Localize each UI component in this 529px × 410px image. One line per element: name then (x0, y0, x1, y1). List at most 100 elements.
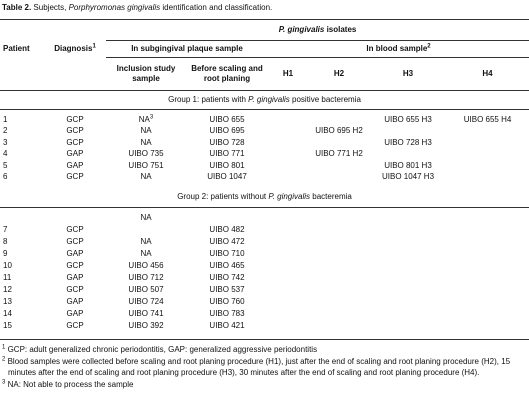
cell (446, 160, 529, 172)
header-species: P. gingivalis (278, 24, 325, 34)
cell: GCP (66, 285, 84, 294)
cell (446, 260, 529, 272)
cell (308, 160, 370, 172)
cell: UIBO 465 (209, 261, 245, 270)
caption-text: Group 1: patients with (168, 94, 249, 104)
cell: UIBO 712 (128, 273, 164, 282)
header-isolates-text: isolates (324, 24, 357, 34)
cell: UIBO 710 (209, 249, 245, 258)
footnote-mark: 2 (427, 42, 431, 49)
cell (268, 272, 308, 284)
cell (446, 272, 529, 284)
cell (268, 308, 308, 320)
data-row: 6 GCP NA UIBO 1047 UIBO 1047 H3 (0, 172, 529, 184)
data-row: 13 GAP UIBO 724 UIBO 760 (0, 296, 529, 308)
cell (370, 248, 446, 260)
data-row: 14 GAP UIBO 741 UIBO 783 (0, 308, 529, 320)
cell: UIBO 507 (128, 285, 164, 294)
caption-rest: positive bacteremia (289, 94, 361, 104)
title-rest: identification and classification. (160, 3, 273, 12)
cell: UIBO 771 (209, 149, 245, 159)
group-caption: Group 1: patients with P. gingivalis pos… (0, 90, 529, 110)
footnote-text: NA: Not able to process the sample (7, 379, 134, 389)
title-label: Table 2. (2, 3, 32, 12)
footnote-mark: 3 (2, 378, 6, 385)
footnotes: 1 GCP: adult generalized chronic periodo… (0, 339, 529, 390)
cell (308, 212, 370, 224)
cell (370, 224, 446, 236)
cell: GAP (66, 309, 84, 318)
cell: UIBO 482 (209, 225, 245, 234)
table-title: Table 2. Subjects, Porphyromonas gingiva… (0, 0, 529, 20)
cell (268, 172, 308, 184)
cell: UIBO 695 (209, 126, 245, 136)
cell (268, 296, 308, 308)
cell: 7 (3, 225, 8, 234)
caption-text: Group 2: patients without (177, 192, 269, 202)
cell: 8 (3, 237, 8, 246)
data-row: 9 GAP NA UIBO 710 (0, 248, 529, 260)
cell: GCP (66, 114, 84, 124)
cell: UIBO 472 (209, 237, 245, 246)
cell (370, 260, 446, 272)
table-body: Group 1: patients with P. gingivalis pos… (0, 90, 529, 337)
caption-species: P. gingivalis (248, 94, 290, 104)
group-row: Group 2: patients without P. gingivalis … (0, 188, 529, 208)
footnote-mark: 3 (149, 114, 154, 121)
cell (0, 212, 44, 224)
cell: UIBO 742 (209, 273, 245, 282)
cell (268, 320, 308, 332)
cell: 3 (3, 137, 8, 147)
header-h4: H4 (446, 57, 529, 91)
footnote-mark: 1 (92, 42, 96, 49)
cell (308, 320, 370, 332)
cell: UIBO 537 (209, 285, 245, 294)
cell: UIBO 1047 H3 (381, 172, 435, 182)
data-row: 4 GAP UIBO 735 UIBO 771 UIBO 771 H2 (0, 149, 529, 161)
header-patient: Patient (3, 43, 30, 53)
cell: 4 (3, 149, 8, 159)
cell (446, 137, 529, 149)
cell (44, 212, 106, 224)
cell (446, 284, 529, 296)
cell (370, 126, 446, 138)
cell (106, 224, 186, 236)
cell (268, 284, 308, 296)
cell: NA (140, 213, 152, 222)
header-text: Diagnosis (54, 43, 93, 53)
cell: 10 (3, 261, 12, 270)
footnote-text: Blood samples were collected before scal… (7, 356, 511, 378)
footnote-text: GCP: adult generalized chronic periodont… (7, 345, 318, 354)
cell: NA (140, 237, 152, 246)
cell: UIBO 695 H2 (315, 126, 363, 136)
cell (308, 296, 370, 308)
header-h2: H2 (308, 57, 370, 91)
header-plaque: In subgingival plaque sample (106, 40, 268, 58)
header-diagnosis: Diagnosis1 (44, 40, 106, 57)
cell: UIBO 801 (209, 160, 245, 170)
cell: GCP (66, 172, 84, 182)
cell: 14 (3, 309, 12, 318)
cell: UIBO 421 (209, 321, 245, 330)
cell: UIBO 735 (128, 149, 164, 159)
data-row: 7 GCP UIBO 482 (0, 224, 529, 236)
footnote-mark: 2 (2, 355, 6, 362)
cell (370, 212, 446, 224)
cell (268, 224, 308, 236)
cell (446, 236, 529, 248)
cell (268, 126, 308, 138)
cell (446, 149, 529, 161)
cell (370, 284, 446, 296)
cell: GCP (66, 126, 84, 136)
cell (268, 236, 308, 248)
cell (268, 160, 308, 172)
cell (370, 236, 446, 248)
footnote: 1 GCP: adult generalized chronic periodo… (0, 344, 529, 356)
data-row: 3 GCP NA UIBO 728 UIBO 728 H3 (0, 137, 529, 149)
cell (308, 137, 370, 149)
cell: GAP (66, 149, 84, 159)
cell: UIBO 728 (209, 137, 245, 147)
cell (370, 296, 446, 308)
header-blood: In blood sample2 (268, 40, 529, 58)
title-species: Porphyromonas gingivalis (68, 3, 161, 12)
